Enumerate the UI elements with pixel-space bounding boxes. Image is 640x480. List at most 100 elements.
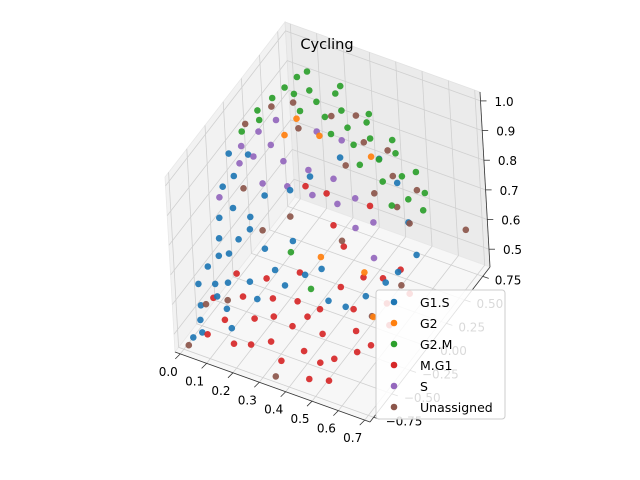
scatter-point-g1-s: [225, 150, 232, 157]
scatter-point-unassigned: [352, 112, 360, 119]
scatter-point-m-g1: [204, 331, 211, 338]
scatter-point-g1-s: [246, 226, 254, 233]
scatter-point-m-g1: [278, 357, 285, 365]
scatter-point-g2: [281, 131, 288, 139]
scatter-point-g1-s: [362, 292, 370, 300]
scatter-point-m-g1: [302, 182, 309, 190]
gridline-y: [259, 54, 465, 301]
scatter-point-m-g1: [230, 340, 238, 348]
scatter-point-m-g1: [367, 342, 375, 349]
scatter-point-g1-s: [301, 271, 309, 279]
scatter-point-g1-s: [211, 280, 219, 288]
scatter-point-unassigned: [259, 227, 266, 234]
scatter-point-g2-m: [255, 116, 263, 124]
scatter-point-s: [351, 195, 359, 202]
scatter-point-g2-m: [388, 136, 396, 144]
scatter-point-g2-m: [268, 94, 276, 102]
scatter-point-unassigned: [338, 237, 346, 245]
scatter-point-s: [352, 224, 359, 232]
scatter-point-g1-s: [261, 192, 268, 199]
scatter-point-m-g1: [360, 274, 367, 281]
scatter-point-m-g1: [304, 313, 311, 321]
z-tick-label: 0.8: [498, 154, 517, 168]
scatter-point-g1-s: [215, 235, 223, 242]
scatter-point-s: [267, 141, 275, 149]
scatter-point-g1-s: [281, 282, 289, 289]
scatter-point-g1-s: [342, 303, 350, 311]
scatter-point-g2-m: [365, 110, 373, 118]
scatter-point-m-g1: [340, 243, 348, 250]
scatter-point-m-g1: [247, 341, 255, 348]
y-tick-label: 0.75: [495, 273, 522, 287]
scatter-point-m-g1: [366, 202, 374, 210]
scatter-point-s: [259, 180, 266, 187]
scatter-point-unassigned: [295, 125, 302, 132]
scatter-point-unassigned: [268, 103, 275, 110]
legend-marker: [390, 340, 398, 348]
legend-label: M.G1: [420, 358, 452, 373]
gridline-z: [166, 60, 483, 216]
scatter-point-unassigned: [287, 213, 294, 220]
x-tick-label: 0.6: [317, 422, 336, 436]
gridline-y: [168, 172, 374, 418]
scatter-point-g1-s: [261, 245, 269, 252]
legend-label: Unassigned: [420, 400, 493, 415]
scatter-point-unassigned: [328, 112, 335, 120]
x-tick: [306, 400, 313, 407]
scatter-point-m-g1: [269, 295, 277, 302]
scatter-point-m-g1: [330, 222, 337, 229]
scatter-point-g1-s: [235, 236, 242, 243]
scatter-point-g2: [293, 115, 300, 122]
scatter-point-s: [250, 153, 257, 160]
x-tick: [254, 381, 260, 388]
scatter-point-g2-m: [303, 68, 311, 75]
scatter-point-g2-m: [350, 141, 357, 149]
scatter-point-unassigned: [185, 341, 193, 349]
scatter-point-g1-s: [306, 173, 314, 180]
scatter-point-g2-m: [254, 107, 261, 114]
gridline-y: [222, 101, 429, 348]
scatter-point-g1-s: [197, 316, 204, 324]
scatter-point-g2-m: [379, 178, 387, 185]
scatter-point-g2-m: [344, 124, 351, 131]
scatter-point-m-g1: [337, 283, 345, 291]
legend-marker: [390, 403, 398, 411]
scatter-point-unassigned: [202, 300, 210, 308]
scatter-point-unassigned: [389, 172, 397, 180]
scatter-point-g1-s: [223, 305, 231, 313]
scatter-point-s: [237, 142, 245, 150]
scatter-point-m-g1: [296, 269, 304, 276]
legend-marker: [390, 319, 398, 327]
scatter-point-unassigned: [224, 296, 231, 304]
gridline-z: [165, 30, 481, 187]
z-axis-line: [479, 91, 491, 268]
x-tick-label: 0.7: [343, 431, 362, 445]
scatter-point-g1-s: [219, 183, 226, 190]
legend-label: G1.S: [420, 295, 450, 310]
scatter-point-g1-s: [246, 278, 254, 286]
scatter-point-unassigned: [342, 162, 350, 169]
scatter-point-g1-s: [413, 251, 420, 259]
legend-label: G2: [420, 316, 438, 331]
scatter-point-s: [280, 157, 287, 165]
scatter-point-g2-m: [293, 73, 301, 81]
scatter-point-m-g1: [221, 316, 229, 324]
scatter-point-g2-m: [366, 135, 374, 142]
x-tick: [280, 391, 286, 398]
scatter-point-g1-s: [224, 279, 232, 287]
legend-marker: [390, 361, 398, 369]
scatter-point-s: [338, 137, 346, 144]
scatter-point-g2: [367, 153, 375, 160]
scatter-point-unassigned: [241, 120, 249, 128]
scatter-point-m-g1: [323, 190, 330, 197]
x-tick: [359, 419, 366, 426]
scatter-point-g1-s: [230, 172, 238, 180]
z-tick-label: 0.5: [503, 243, 522, 257]
scatter-point-s: [309, 191, 316, 199]
scatter-point-s: [334, 200, 341, 208]
scatter-point-s: [370, 254, 378, 262]
scatter-point-unassigned: [398, 282, 405, 289]
scatter-point-g1-s: [336, 154, 344, 161]
scatter-point-m-g1: [350, 305, 357, 313]
scatter-point-g1-s: [229, 204, 237, 212]
